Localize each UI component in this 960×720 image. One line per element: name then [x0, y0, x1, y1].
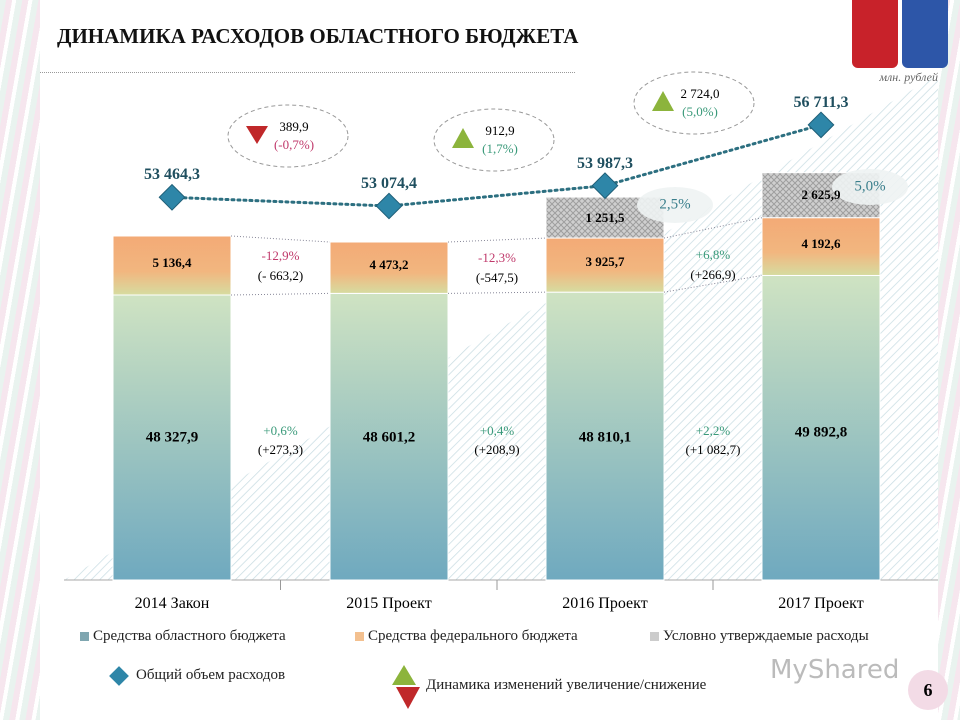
share-bubble — [637, 187, 713, 223]
triangle-up-icon — [392, 665, 416, 685]
federal-change-pct: -12,3% — [478, 249, 516, 265]
total-line — [170, 123, 823, 208]
diamond-icon — [109, 665, 129, 686]
watermark: MyShared — [770, 655, 900, 685]
total-value-label: 53 074,4 — [361, 175, 417, 192]
connector-regional-top — [230, 292, 331, 296]
title-divider — [40, 72, 575, 73]
bar-label-regional: 48 810,1 — [578, 429, 632, 446]
regional-change-abs: (+208,9) — [474, 442, 520, 457]
connector-regional-top — [447, 291, 547, 294]
change-ellipse — [433, 108, 555, 172]
federal-change-abs: (- 663,2) — [257, 267, 304, 283]
legend-regional: Средства областного бюджета — [80, 628, 286, 645]
federal-change-pct: +6,8% — [695, 247, 731, 263]
legend-federal: Средства федерального бюджета — [355, 628, 578, 645]
regional-change-abs: (+273,3) — [257, 442, 304, 457]
change-ellipse — [227, 104, 349, 168]
bar-label-federal: 5 136,4 — [152, 254, 192, 270]
total-point-diamond — [807, 111, 835, 139]
legend-total: Общий объем расходов — [109, 665, 286, 686]
legend-label: Средства областного бюджета — [93, 628, 286, 644]
change-value: 389,9 — [279, 119, 309, 134]
bar-label-conditional: 1 251,5 — [585, 209, 625, 225]
x-tick-label: 2017 Проект — [778, 595, 864, 612]
change-ellipse — [633, 71, 755, 135]
change-value: 912,9 — [485, 123, 515, 138]
change-pct: (1,7%) — [482, 141, 518, 156]
bar-federal — [112, 235, 232, 296]
share-bubble — [832, 169, 908, 205]
triangle-up-icon — [452, 128, 474, 148]
bar-regional — [545, 291, 665, 581]
conditional-share: 5,0% — [854, 178, 886, 195]
bar-federal — [545, 237, 665, 293]
legend-label: Динамика изменений увеличение/снижение — [426, 676, 707, 693]
bar-federal — [761, 217, 881, 276]
triangle-up-icon — [652, 91, 674, 111]
bar-label-federal: 3 925,7 — [585, 254, 625, 270]
legend-label: Средства федерального бюджета — [368, 628, 578, 644]
x-tick-label: 2015 Проект — [346, 595, 432, 612]
total-value-label: 53 464,3 — [144, 166, 200, 184]
background-wedge — [64, 75, 938, 580]
total-value-label: 56 711,3 — [793, 93, 849, 111]
total-value-label: 53 987,3 — [577, 154, 633, 172]
connector-federal-top — [230, 235, 331, 243]
total-point-diamond — [375, 192, 403, 220]
x-tick-label: 2016 Проект — [562, 595, 648, 612]
triangle-down-icon — [396, 687, 420, 709]
regional-change-pct: +0,6% — [263, 423, 298, 438]
bar-label-regional: 48 327,9 — [145, 429, 199, 446]
legend-label: Условно утверждаемые расходы — [663, 628, 869, 644]
connector-federal-top — [447, 237, 547, 243]
unit-label: млн. рублей — [879, 70, 938, 84]
federal-change-abs: (+266,9) — [690, 267, 736, 283]
total-point-diamond — [591, 172, 619, 200]
bar-label-federal: 4 192,6 — [801, 235, 841, 251]
regional-change-pct: +0,4% — [479, 423, 515, 438]
page-title: ДИНАМИКА РАСХОДОВ ОБЛАСТНОГО БЮДЖЕТА — [57, 24, 579, 48]
bar-federal — [329, 241, 449, 294]
right-decor-border — [938, 0, 960, 720]
change-pct: (-0,7%) — [273, 137, 315, 152]
legend-swatch — [355, 632, 364, 641]
bar-regional — [761, 274, 881, 581]
x-tick-label: 2014 Закон — [134, 595, 210, 612]
bar-label-regional: 48 601,2 — [362, 429, 416, 446]
change-value: 2 724,0 — [680, 86, 720, 101]
total-point-diamond — [158, 183, 186, 211]
conditional-share: 2,5% — [659, 196, 691, 213]
federal-change-pct: -12,9% — [261, 247, 300, 263]
triangle-down-icon — [246, 126, 268, 144]
federal-change-abs: (-547,5) — [475, 269, 519, 285]
legend-conditional: Условно утверждаемые расходы — [650, 628, 869, 645]
regional-change-pct: +2,2% — [695, 423, 731, 438]
coat-of-arms-logo — [852, 0, 948, 68]
legend-label: Общий объем расходов — [136, 667, 286, 683]
legend-swatch — [650, 632, 659, 641]
regional-change-abs: (+1 082,7) — [685, 442, 741, 457]
change-pct: (5,0%) — [682, 104, 718, 119]
bar-label-conditional: 2 625,9 — [801, 187, 841, 203]
legend-dynamics: Динамика изменений увеличение/снижение — [392, 665, 707, 709]
bar-label-regional: 49 892,8 — [794, 424, 848, 441]
legend-swatch — [80, 632, 89, 641]
page-number: 6 — [908, 670, 948, 710]
bar-label-federal: 4 473,2 — [369, 257, 409, 273]
left-decor-border — [0, 0, 40, 720]
